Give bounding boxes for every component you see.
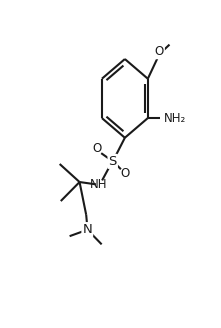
Text: O: O	[155, 45, 164, 58]
Text: NH: NH	[90, 178, 107, 191]
Text: O: O	[92, 142, 101, 155]
Text: S: S	[109, 155, 117, 168]
Text: N: N	[82, 223, 92, 236]
Text: NH₂: NH₂	[164, 112, 186, 125]
Text: O: O	[120, 167, 130, 180]
